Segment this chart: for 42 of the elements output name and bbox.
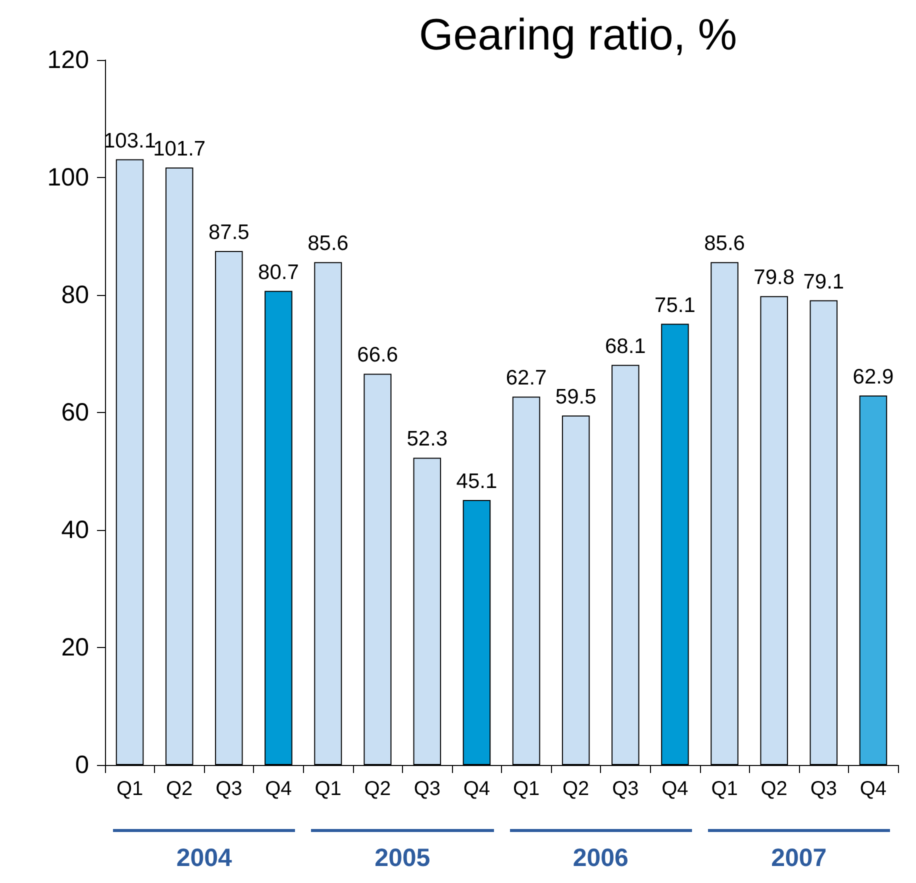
data-label: 85.6 [704, 232, 745, 256]
y-tick-label: 40 [61, 516, 89, 544]
data-label: 79.1 [803, 270, 844, 294]
x-tick-label: Q4 [860, 778, 887, 800]
x-tick-label: Q3 [414, 778, 440, 800]
data-label: 62.9 [852, 365, 894, 388]
x-tick-label: Q3 [216, 778, 242, 800]
x-tick-label: Q1 [314, 778, 342, 800]
x-tick-label: Q4 [463, 778, 490, 800]
x-tick-label: Q1 [116, 778, 144, 800]
data-label: 62.7 [506, 366, 547, 390]
x-tick-label: Q4 [662, 778, 688, 800]
x-tick-label: Q2 [760, 778, 788, 800]
x-tick-label: Q3 [612, 778, 639, 800]
y-tick-label: 120 [47, 46, 89, 74]
x-tick-label: Q4 [265, 778, 292, 800]
data-label: 68.1 [604, 334, 646, 358]
data-label: 52.3 [406, 428, 448, 451]
data-label: 45.1 [456, 470, 498, 494]
x-tick-label: Q2 [364, 778, 391, 800]
x-tick-label: Q2 [166, 778, 193, 800]
y-tick-label: 100 [47, 164, 89, 192]
text: 2007 [708, 829, 890, 873]
x-tick-label: Q2 [562, 778, 590, 800]
y-tick-label: 20 [61, 634, 89, 662]
x-tick-label: Q1 [711, 778, 738, 800]
text: 2006 [510, 829, 692, 873]
data-label: 75.1 [654, 294, 696, 317]
data-label: 59.5 [555, 385, 596, 408]
x-tick-label: Q1 [512, 778, 540, 800]
text: 2005 [311, 829, 494, 873]
data-label: 79.8 [754, 266, 795, 290]
data-label: 85.6 [308, 232, 348, 256]
y-tick-label: 80 [61, 281, 89, 309]
y-tick-label: 0 [75, 751, 89, 779]
text: 2004 [113, 829, 296, 873]
x-tick-label: Q3 [810, 778, 837, 800]
chart-title: Gearing ratio, % [419, 10, 737, 60]
y-tick-label: 60 [61, 398, 89, 426]
data-label: 80.7 [258, 260, 299, 284]
data-label: 66.6 [357, 344, 398, 367]
data-label: 87.5 [208, 220, 250, 244]
